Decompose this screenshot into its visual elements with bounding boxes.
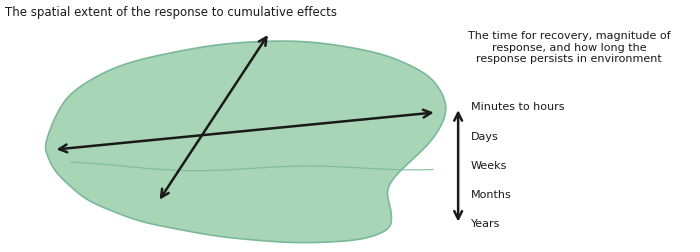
Polygon shape xyxy=(46,41,446,243)
Text: Years: Years xyxy=(470,219,500,229)
Text: Weeks: Weeks xyxy=(470,161,507,171)
Text: The spatial extent of the response to cumulative effects: The spatial extent of the response to cu… xyxy=(5,6,337,19)
Text: Months: Months xyxy=(470,190,512,200)
Text: Days: Days xyxy=(470,132,498,142)
Text: The time for recovery, magnitude of
response, and how long the
response persists: The time for recovery, magnitude of resp… xyxy=(468,31,670,65)
Text: Minutes to hours: Minutes to hours xyxy=(470,102,564,112)
